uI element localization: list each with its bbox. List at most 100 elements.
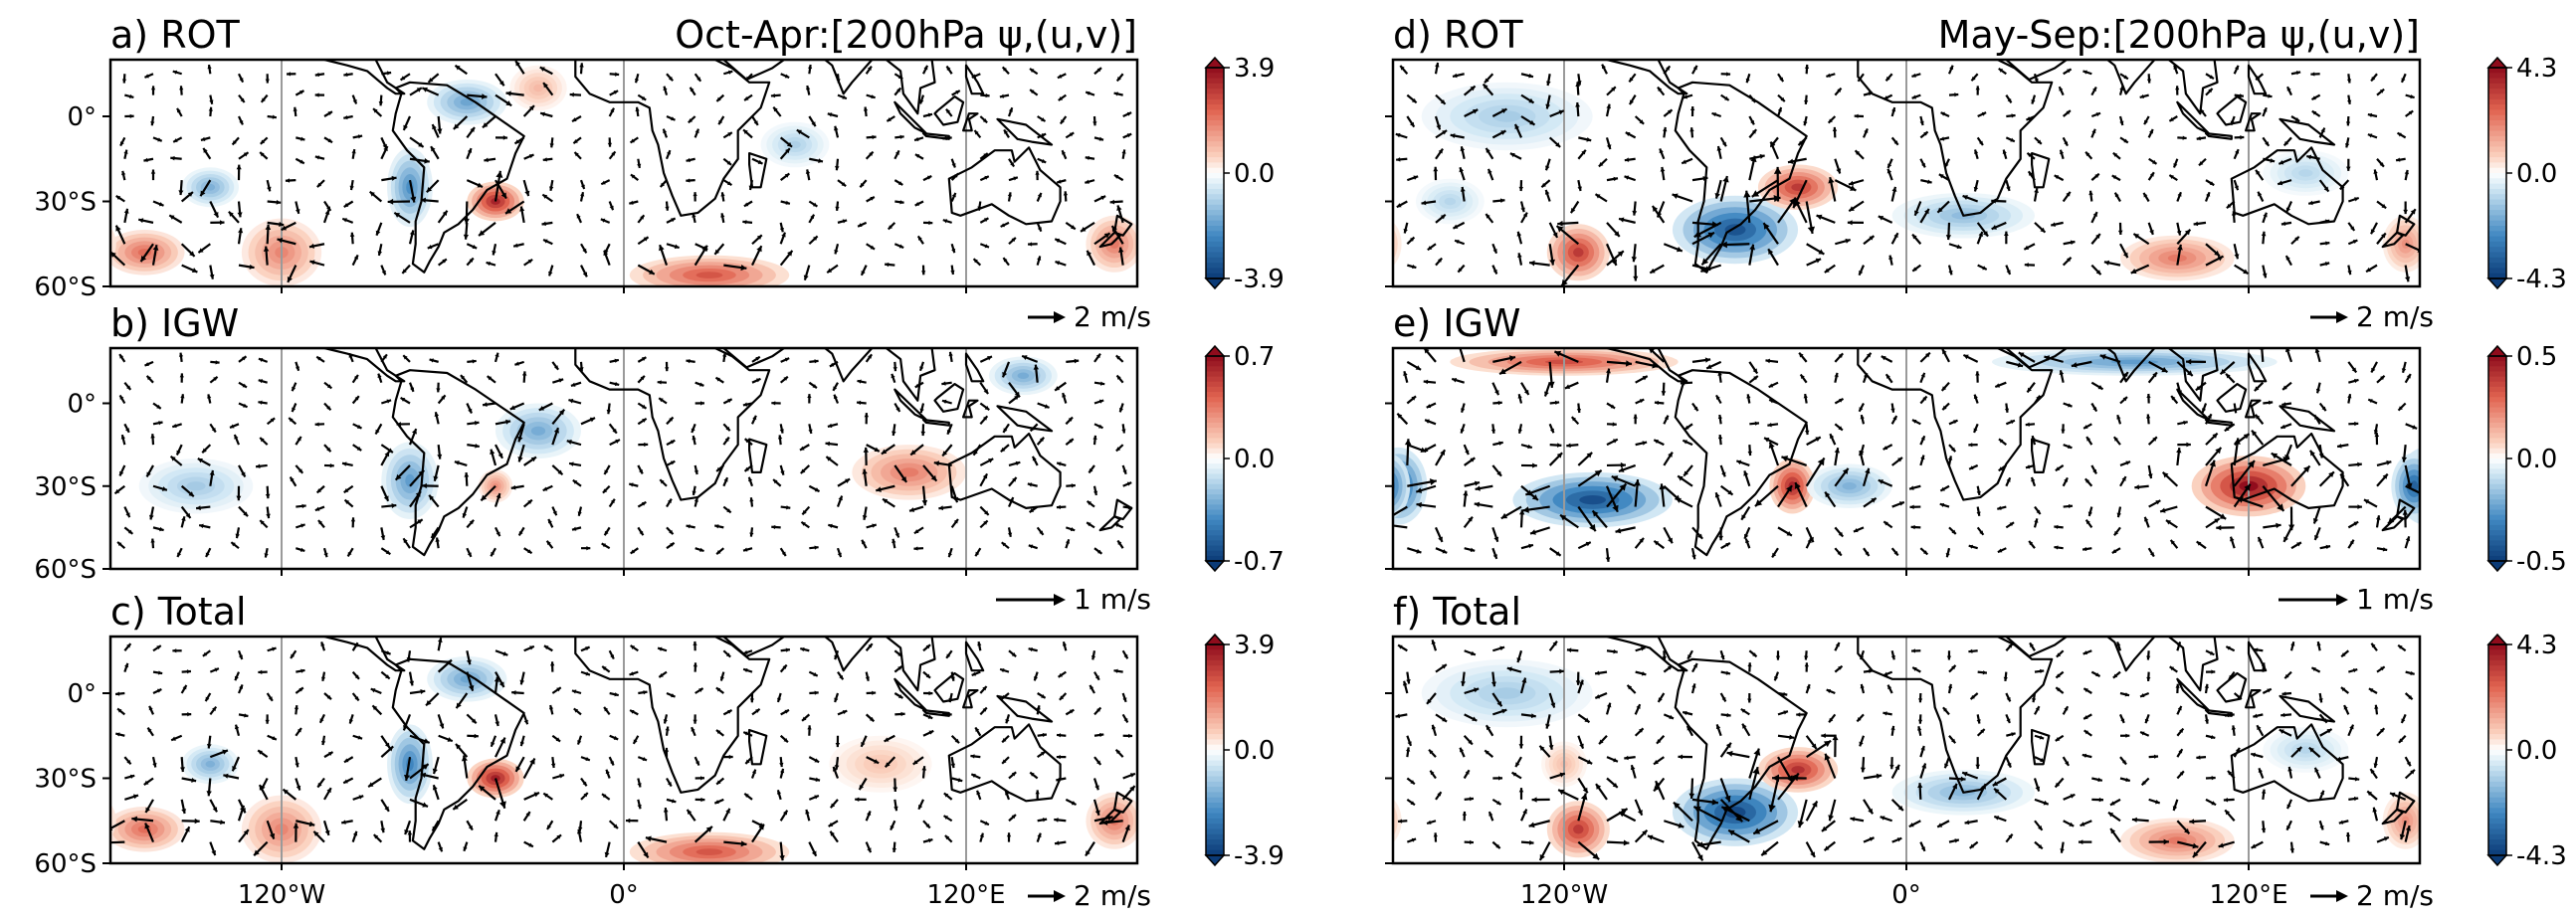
colorbar-tick-label: 4.3 [2516, 631, 2557, 660]
colorbar: 4.3 0.0 -4.3 [2486, 54, 2567, 294]
contour-anomaly [427, 79, 507, 125]
colorbar-tick-label: 0.5 [2516, 342, 2557, 372]
season-title: Oct-Apr:[200hPa ψ,(u,v)] [675, 13, 1137, 57]
contour-anomaly [829, 735, 932, 793]
wind-vector [1393, 524, 1408, 529]
ytick-label: 0° [67, 102, 97, 132]
panel-d: d) ROT May-Sep:[200hPa ψ,(u,v)] 2 m/s 4.3 0.… [1385, 13, 2567, 333]
wind-vector [2405, 484, 2420, 494]
xtick-label: 120°W [1520, 880, 1608, 910]
ytick-label: 0° [67, 390, 97, 420]
season-title: May-Sep:[200hPa ψ,(u,v)] [1938, 13, 2420, 57]
xtick-label: 120°E [926, 880, 1005, 910]
ytick-label: 60°S [34, 555, 97, 585]
colorbar-tick-label: -4.3 [2516, 265, 2567, 294]
colorbar-tick-label: 0.0 [2516, 445, 2557, 474]
ytick-label: 30°S [34, 188, 97, 218]
wind-vector [2405, 243, 2420, 253]
colorbar-tick-label: 3.9 [1234, 54, 1275, 84]
contour-anomaly [387, 724, 433, 805]
panel-f: 120°W 0° 120°E f) Total 2 m/s 4.3 0.0 -4.3 [1385, 590, 2567, 912]
wind-vectors [1395, 640, 2416, 861]
colorbar-tick-label: 0.7 [1234, 342, 1275, 372]
colorbar-tick-label: -0.7 [1234, 547, 1285, 577]
ytick-label: 60°S [34, 273, 97, 302]
contour-anomaly [509, 65, 567, 111]
panel-c: 0° 30°S 60°S 120°W 0° 120°E c) Total 2 m/s 3.9 0.… [34, 590, 1284, 912]
panel-label: d) ROT [1393, 13, 1523, 57]
wind-vector [110, 820, 125, 830]
coastlines [280, 637, 1133, 850]
colorbar: 4.3 0.0 -4.3 [2486, 631, 2567, 871]
ytick-label: 0° [67, 679, 97, 709]
wind-vector [1393, 505, 1408, 517]
wind-vectors [110, 637, 1136, 861]
contour-anomaly [988, 356, 1058, 396]
reference-vector-label: 1 m/s [2356, 583, 2434, 616]
contour-anomaly [1672, 195, 1799, 265]
contour-anomaly [2120, 235, 2235, 281]
contour-anomaly [387, 147, 433, 228]
panel-label: f) Total [1393, 590, 1521, 634]
reference-vector-label: 2 m/s [1074, 300, 1151, 333]
ytick-label: 30°S [34, 472, 97, 502]
colorbar-tick-label: 4.3 [2516, 54, 2557, 84]
colorbar-tick-label: -3.9 [1234, 265, 1285, 294]
contour-anomaly [760, 121, 830, 168]
wind-vector [2261, 348, 2265, 362]
contour-anomaly [1546, 801, 1610, 858]
contour-anomaly [1546, 224, 1610, 281]
contour-anomaly [2120, 818, 2235, 863]
xtick-label: 120°W [238, 880, 325, 910]
panel-label: b) IGW [110, 301, 239, 345]
contour-anomaly [1415, 178, 1485, 225]
contour-anomaly [381, 442, 439, 520]
coastlines [1562, 60, 2416, 274]
colorbar-tick-label: 0.0 [1234, 159, 1275, 189]
panel-e: e) IGW 1 m/s 0.5 0.0 -0.5 [1385, 301, 2567, 616]
streamfunction-field [1393, 82, 2420, 281]
contour-anomaly [1512, 471, 1673, 528]
colorbar-tick-label: 0.0 [1234, 445, 1275, 474]
wind-vectors [110, 60, 1132, 283]
wind-vectors [1393, 348, 2420, 563]
streamfunction-field [138, 356, 1058, 520]
xtick-label: 0° [609, 880, 639, 910]
colorbar-tick-label: 3.9 [1234, 631, 1275, 660]
contour-anomaly [1421, 658, 1593, 728]
contour-anomaly [1806, 463, 1892, 508]
colorbar: 3.9 0.0 -3.9 [1204, 54, 1285, 294]
panel-label: c) Total [110, 590, 247, 634]
contour-anomaly [1421, 82, 1593, 151]
colorbar: 3.9 0.0 -3.9 [1204, 631, 1285, 871]
contour-anomaly [1393, 215, 2420, 273]
ytick-label: 30°S [34, 765, 97, 795]
colorbar-tick-label: -3.9 [1234, 841, 1285, 871]
colorbar-tick-label: 0.0 [2516, 736, 2557, 766]
reference-vector-label: 2 m/s [2356, 879, 2434, 912]
colorbar: 0.7 0.0 -0.7 [1204, 342, 1285, 577]
coastlines [1562, 637, 2416, 850]
panel-label: e) IGW [1393, 301, 1521, 345]
panel-label: a) ROT [110, 13, 241, 57]
colorbar-tick-label: 0.0 [1234, 736, 1275, 766]
contour-anomaly [181, 744, 239, 785]
ytick-label: 60°S [34, 849, 97, 879]
xtick-label: 0° [1891, 880, 1921, 910]
coastlines [1562, 348, 2416, 557]
colorbar-tick-label: -0.5 [2516, 547, 2567, 577]
contour-anomaly [2263, 150, 2349, 196]
wind-vectors [113, 351, 1133, 558]
contour-anomaly [138, 458, 254, 514]
panel-a: 0° 30°S 60°S a) ROT Oct-Apr:[200hPa ψ,(u,v)]… [34, 13, 1284, 333]
contour-anomaly [629, 831, 790, 863]
panel-b: 0° 30°S 60°S b) IGW 1 m/s 0.7 0.0 -0.7 [34, 301, 1284, 616]
reference-vector-label: 2 m/s [2356, 300, 2434, 333]
contour-anomaly [852, 445, 967, 500]
reference-vector-label: 1 m/s [1074, 583, 1151, 616]
coastlines [280, 60, 1133, 274]
colorbar-tick-label: 0.0 [2516, 159, 2557, 189]
contour-anomaly [629, 255, 790, 286]
wind-vectors [1395, 62, 2420, 286]
